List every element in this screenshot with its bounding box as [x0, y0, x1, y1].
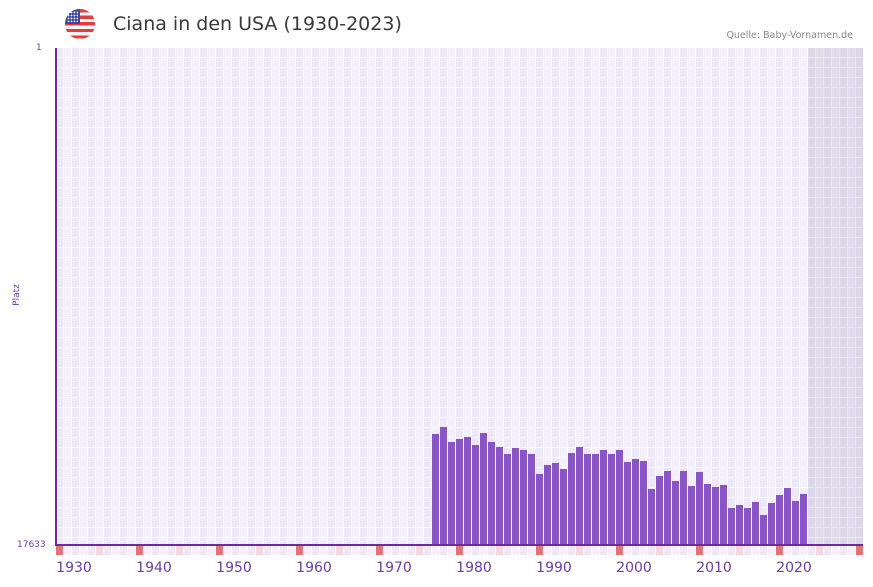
y-tick-top: 1	[36, 43, 42, 53]
bar-2017	[768, 503, 775, 545]
x-tick-1960: 1960	[296, 560, 332, 576]
bar-1977	[448, 442, 455, 545]
bar-2011	[720, 485, 727, 545]
bar-1988	[536, 474, 543, 545]
bar-1996	[600, 450, 607, 545]
half-decade-marker	[736, 546, 743, 555]
bar-2000	[632, 459, 639, 545]
half-decade-marker	[816, 546, 823, 555]
decade-marker	[696, 546, 703, 555]
bar-2012	[728, 508, 735, 545]
bar-1978	[456, 439, 463, 545]
bar-1982	[488, 442, 495, 545]
bar-2001	[640, 461, 647, 545]
bar-1990	[552, 463, 559, 545]
bar-1983	[496, 447, 503, 545]
bar-1986	[520, 450, 527, 545]
bar-1981	[480, 433, 487, 545]
half-decade-marker	[176, 546, 183, 555]
x-tick-1970: 1970	[376, 560, 412, 576]
source-credit: Quelle: Baby-Vornamen.de	[726, 30, 853, 41]
half-decade-marker	[336, 546, 343, 555]
bar-1976	[440, 427, 447, 545]
bar-2008	[696, 472, 703, 545]
y-tick-bottom: 17633	[17, 540, 46, 550]
bar-1985	[512, 448, 519, 545]
bar-1989	[544, 465, 551, 545]
decade-marker	[136, 546, 143, 555]
half-decade-marker	[496, 546, 503, 555]
half-decade-marker	[96, 546, 103, 555]
bar-2013	[736, 505, 743, 545]
bar-2002	[648, 489, 655, 545]
bar-2004	[664, 471, 671, 545]
decade-marker	[856, 546, 863, 555]
chart-title: Ciana in den USA (1930-2023)	[113, 13, 402, 35]
bar-2021	[800, 494, 807, 545]
bar-1994	[584, 454, 591, 545]
bar-2015	[752, 502, 759, 545]
bar-2020	[792, 501, 799, 545]
y-axis-title: Platz	[12, 280, 22, 310]
half-decade-marker	[416, 546, 423, 555]
x-tick-2000: 2000	[616, 560, 652, 576]
bar-2003	[656, 476, 663, 545]
bar-2014	[744, 508, 751, 545]
bar-2018	[776, 495, 783, 545]
half-decade-marker	[256, 546, 263, 555]
bar-1984	[504, 454, 511, 545]
decade-marker	[296, 546, 303, 555]
decade-marker	[456, 546, 463, 555]
bar-1998	[616, 450, 623, 545]
bar-2010	[712, 487, 719, 545]
bar-1993	[576, 447, 583, 545]
decade-marker	[776, 546, 783, 555]
bar-1999	[624, 462, 631, 545]
half-decade-marker	[576, 546, 583, 555]
x-tick-2010: 2010	[696, 560, 732, 576]
bar-1995	[592, 454, 599, 545]
x-tick-1930: 1930	[56, 560, 92, 576]
bar-2009	[704, 484, 711, 545]
bar-1997	[608, 454, 615, 545]
x-tick-2020: 2020	[776, 560, 812, 576]
bar-1979	[464, 437, 471, 545]
us-flag-icon	[65, 9, 95, 39]
bar-2007	[688, 486, 695, 545]
bar-2005	[672, 481, 679, 545]
x-tick-1980: 1980	[456, 560, 492, 576]
bar-2006	[680, 471, 687, 545]
half-decade-marker	[656, 546, 663, 555]
x-tick-1940: 1940	[136, 560, 172, 576]
decade-marker	[616, 546, 623, 555]
decade-marker	[216, 546, 223, 555]
x-tick-1990: 1990	[536, 560, 572, 576]
bar-2016	[760, 515, 767, 545]
plot-area	[56, 48, 863, 545]
y-axis-line	[55, 48, 57, 546]
bar-1991	[560, 469, 567, 545]
decade-marker	[376, 546, 383, 555]
bar-1992	[568, 453, 575, 545]
year-marker-row	[56, 546, 863, 555]
decade-marker	[536, 546, 543, 555]
bar-2019	[784, 488, 791, 545]
bar-1980	[472, 445, 479, 545]
future-shaded-region	[808, 48, 863, 545]
decade-marker	[56, 546, 63, 555]
bar-1975	[432, 434, 439, 545]
x-tick-1950: 1950	[216, 560, 252, 576]
bar-1987	[528, 454, 535, 545]
